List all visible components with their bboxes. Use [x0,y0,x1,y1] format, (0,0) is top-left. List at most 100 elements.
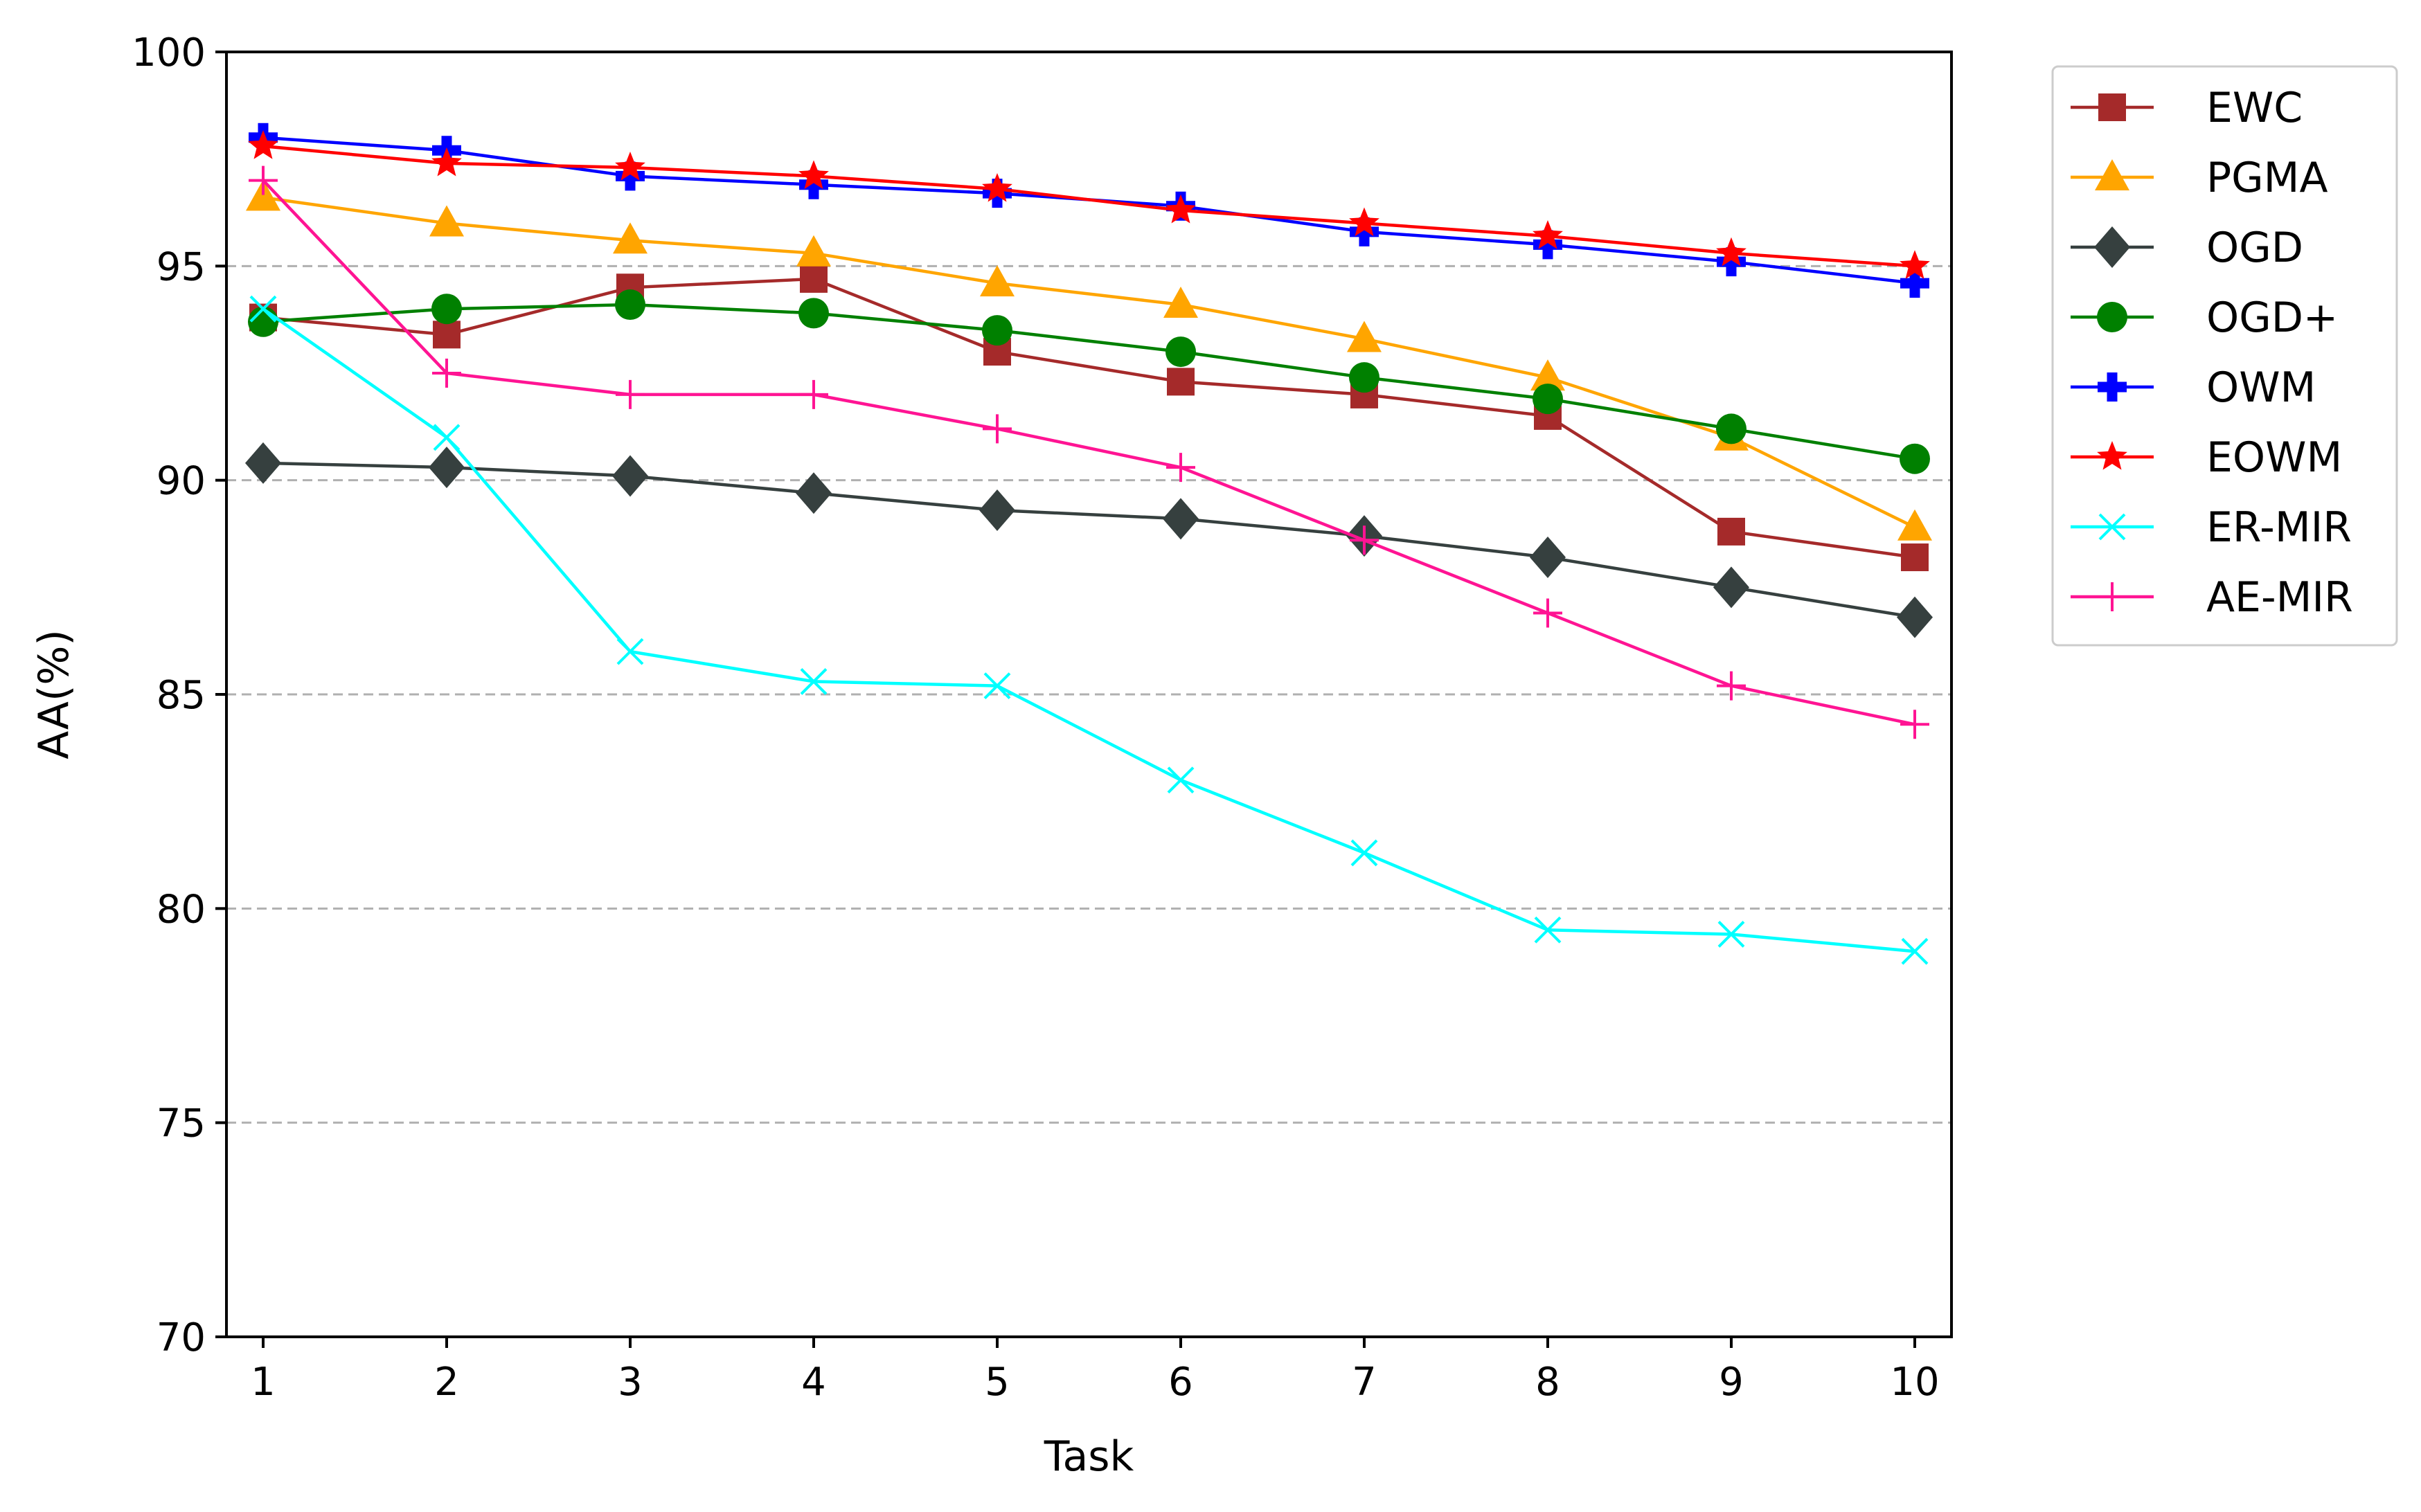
data-point [1349,362,1379,393]
data-point [429,447,465,489]
y-tick-label: 95 [157,244,206,289]
data-point [1530,537,1566,579]
y-tick-label: 90 [157,459,206,504]
series-layer [245,123,1933,965]
legend-entry: OGD+ [2071,294,2338,342]
legend-marker [2094,226,2130,268]
data-point [979,489,1015,531]
legend-label: OWM [2206,363,2316,412]
x-tick-label: 7 [1352,1360,1377,1405]
legend-label: OGD [2206,224,2303,272]
data-point [1350,839,1378,867]
data-point [616,638,644,665]
data-point [249,165,278,195]
data-point [799,170,828,199]
y-tick-label: 80 [157,887,206,932]
x-tick-label: 6 [1168,1360,1193,1405]
data-point [245,442,281,484]
data-point [1717,247,1746,277]
grid-lines [226,264,1951,1124]
data-point [983,672,1011,700]
x-tick-label: 8 [1535,1360,1560,1405]
legend-marker [2098,93,2126,121]
data-point [1533,230,1562,260]
series-ogd- [248,289,1930,474]
data-point [1350,217,1379,246]
data-point [249,295,277,323]
series-ogd [245,442,1933,638]
data-point [1530,359,1565,391]
data-point [1713,566,1749,609]
data-point [1901,543,1929,572]
legend-marker [2095,159,2129,190]
data-point [1533,384,1563,415]
data-point [1350,525,1379,555]
data-point [1900,250,1930,279]
data-point [1717,517,1745,546]
series-owm [249,123,1929,298]
legend-entry: AE-MIR [2071,573,2353,622]
x-tick-label: 5 [985,1360,1010,1405]
data-point [1165,336,1196,368]
legend-box [2051,65,2398,647]
series-line [262,303,1915,460]
legend-entry: EWC [2071,84,2303,132]
data-point [615,152,645,181]
legend-label: AE-MIR [2206,573,2353,622]
legend-marker [2098,372,2127,402]
data-point [248,130,278,159]
data-point [1163,498,1199,540]
data-point [1897,596,1933,638]
data-point [433,321,461,349]
y-tick-label: 100 [132,30,206,75]
series-line [262,307,1915,953]
data-point [800,668,828,695]
data-point [799,379,828,409]
series-ae-mir [249,165,1929,739]
legend: EWC PGMA OGD OGD+ OWM EOWM ER-MIR AE-MIR [2051,65,2398,647]
x-tick-label: 9 [1719,1360,1744,1405]
data-point [1166,453,1195,483]
x-tick-label: 3 [618,1360,643,1405]
data-point [1533,598,1562,628]
data-point [1900,710,1929,739]
y-axis-title: AA(%) [30,629,78,759]
data-point [248,306,278,337]
data-point [800,264,828,293]
legend-label: ER-MIR [2206,503,2352,552]
data-point [1900,443,1930,474]
data-point [1716,413,1746,444]
data-point [429,205,464,237]
y-tick-label: 75 [157,1101,206,1146]
series-line [262,136,1915,285]
legend-marker [2098,582,2127,611]
data-point [798,298,829,329]
x-tick-label: 10 [1890,1360,1939,1405]
series-line [262,144,1915,268]
legend-entry: EOWM [2071,433,2342,482]
data-point [1901,937,1929,965]
data-point [433,424,461,451]
x-tick-label: 2 [434,1360,459,1405]
legend-entry: OWM [2071,363,2316,412]
series-line [262,196,1915,529]
data-point [613,222,647,254]
series-line [262,179,1915,726]
data-point [1165,194,1196,224]
data-point [1717,671,1746,701]
series-line [262,277,1915,559]
data-point [246,179,280,211]
data-point [431,147,462,177]
data-point [1167,766,1195,794]
y-tick-label: 85 [157,673,206,718]
x-axis-title: Task [1044,1432,1134,1481]
data-point [982,315,1012,346]
legend-label: EOWM [2206,433,2342,482]
legend-label: PGMA [2206,154,2328,202]
series-line [262,461,1915,619]
data-point [980,265,1015,297]
legend-marker [2098,513,2126,541]
data-point [1167,368,1195,396]
data-point [1900,269,1929,298]
